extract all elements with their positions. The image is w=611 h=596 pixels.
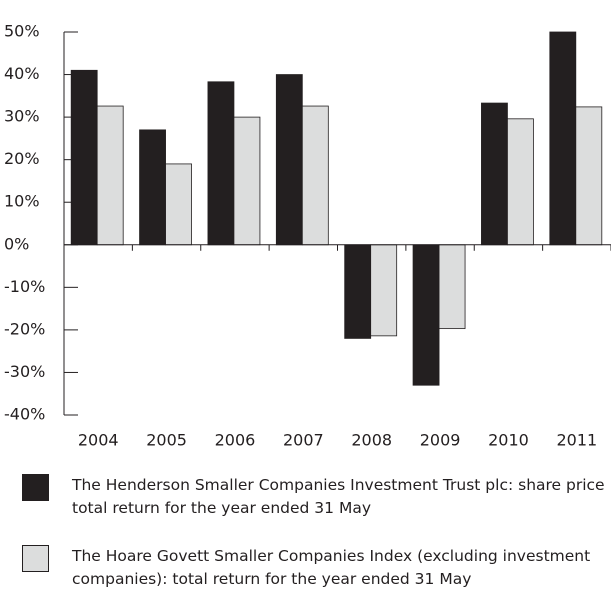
x-tick-label: 2005 <box>146 431 187 450</box>
y-tick-label: 50% <box>4 22 40 41</box>
bar <box>70 69 98 246</box>
y-tick-label: -40% <box>4 405 45 424</box>
x-tick-label: 2006 <box>215 431 256 450</box>
legend-label: The Hoare Govett Smaller Companies Index… <box>72 547 591 588</box>
x-tick-label: 2010 <box>488 431 529 450</box>
legend-swatch <box>22 474 49 501</box>
y-tick-label: 10% <box>4 192 40 211</box>
bar <box>96 105 124 246</box>
chart: -40% -30% -20% -10% 0% 10% 20% 30% 40% 50% 2004 200… <box>4 22 611 450</box>
y-tick-label: -30% <box>4 362 45 381</box>
legend-label: The Henderson Smaller Companies Investme… <box>72 476 605 517</box>
bar <box>165 163 192 246</box>
bar <box>344 244 372 339</box>
y-tick-label: -20% <box>4 319 45 338</box>
x-tick-label: 2008 <box>351 431 392 450</box>
x-tick-label: 2007 <box>283 431 324 450</box>
x-tick-label: 2004 <box>78 431 119 450</box>
bar <box>507 118 534 246</box>
bar <box>301 105 329 246</box>
x-tick-label: 2011 <box>556 431 597 450</box>
bar <box>412 244 440 386</box>
y-tick-label: 30% <box>4 107 40 126</box>
y-tick-label: -10% <box>4 277 45 296</box>
bar <box>233 116 261 246</box>
bar <box>549 31 577 246</box>
bar <box>438 244 466 330</box>
bar <box>275 74 303 246</box>
bar <box>139 129 166 246</box>
bar <box>481 102 508 246</box>
x-tick-label: 2009 <box>420 431 461 450</box>
legend-swatch <box>22 545 49 572</box>
bar <box>370 244 398 337</box>
y-tick-label: 20% <box>4 149 40 168</box>
y-tick-label: 0% <box>4 234 29 253</box>
y-tick-label: 40% <box>4 64 40 83</box>
bar <box>207 81 235 246</box>
bar <box>575 106 603 246</box>
